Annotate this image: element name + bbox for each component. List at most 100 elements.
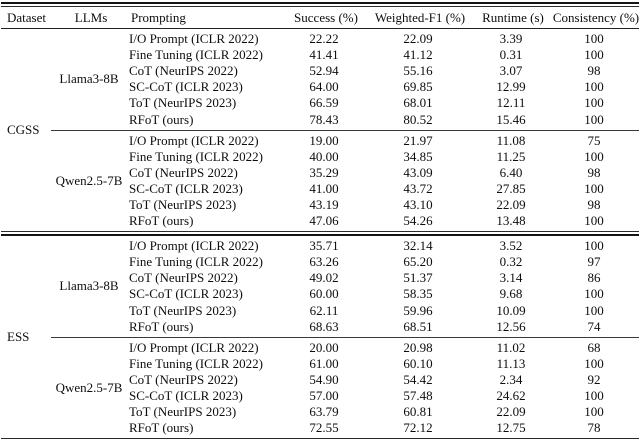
- table-row: ToT (NeurIPS 2023) 66.59 68.01 12.11 100: [127, 95, 639, 111]
- llm-block-cgss-llama3-8b: Llama3-8B I/O Prompt (ICLR 2022) 22.22 22.…: [51, 29, 639, 130]
- success-cell: 20.00: [309, 339, 339, 355]
- prompting-cell: ToT (NeurIPS 2023): [129, 196, 237, 212]
- table-row: I/O Prompt (ICLR 2022) 19.00 21.97 11.08 75: [127, 133, 639, 149]
- weighted-f1-cell: 32.14: [403, 238, 433, 254]
- runtime-cell: 27.85: [496, 180, 526, 196]
- success-cell: 43.19: [309, 196, 339, 212]
- success-cell: 52.94: [309, 63, 339, 79]
- runtime-cell: 11.13: [496, 355, 526, 371]
- weighted-f1-cell: 54.42: [403, 371, 433, 387]
- prompting-cell: SC-CoT (ICLR 2023): [129, 180, 243, 196]
- table-row: CoT (NeurIPS 2022) 35.29 43.09 6.40 98: [127, 165, 639, 181]
- llm-label: Qwen2.5-7B: [55, 379, 123, 395]
- llm-block-ess-qwen2-5-7b: Qwen2.5-7B I/O Prompt (ICLR 2022) 20.00 20…: [51, 336, 639, 439]
- weighted-f1-cell: 60.10: [403, 355, 433, 371]
- prompting-cell: CoT (NeurIPS 2022): [129, 371, 238, 387]
- prompting-cell: Fine Tuning (ICLR 2022): [129, 355, 263, 371]
- success-cell: 72.55: [309, 420, 339, 436]
- table-row: I/O Prompt (ICLR 2022) 35.71 32.14 3.52 100: [127, 238, 639, 254]
- dataset-section-cgss: CGSS Llama3-8B I/O Prompt (ICLR 2022) 22.…: [1, 29, 639, 231]
- table-row: RFoT (ours) 47.06 54.26 13.48 100: [127, 213, 639, 229]
- consistency-cell: 100: [584, 31, 604, 47]
- table-row: CoT (NeurIPS 2022) 52.94 55.16 3.07 98: [127, 63, 639, 79]
- success-cell: 40.00: [309, 148, 339, 164]
- table-row: I/O Prompt (ICLR 2022) 22.22 22.09 3.39 100: [127, 31, 639, 47]
- weighted-f1-cell: 59.96: [403, 302, 433, 318]
- llm-label: Qwen2.5-7B: [55, 172, 123, 188]
- consistency-cell: 68: [587, 339, 601, 355]
- rows-ess-qwen2-5-7b: I/O Prompt (ICLR 2022) 20.00 20.98 11.02 68 F…: [127, 340, 639, 437]
- llm-block-cgss-qwen2-5-7b: Qwen2.5-7B I/O Prompt (ICLR 2022) 19.00 21…: [51, 129, 639, 232]
- runtime-cell: 0.31: [499, 47, 523, 63]
- success-cell: 64.00: [309, 79, 339, 95]
- runtime-cell: 13.48: [496, 213, 526, 229]
- table-row: CoT (NeurIPS 2022) 49.02 51.37 3.14 86: [127, 270, 639, 286]
- prompting-cell: RFoT (ours): [129, 213, 194, 229]
- weighted-f1-cell: 60.81: [403, 404, 433, 420]
- table-row: I/O Prompt (ICLR 2022) 20.00 20.98 11.02 68: [127, 340, 639, 356]
- prompting-cell: ToT (NeurIPS 2023): [129, 302, 237, 318]
- column-header-runtime: Runtime (s): [482, 9, 544, 25]
- prompting-cell: Fine Tuning (ICLR 2022): [129, 148, 263, 164]
- consistency-cell: 100: [584, 388, 604, 404]
- success-cell: 78.43: [309, 111, 339, 127]
- consistency-cell: 78: [587, 420, 601, 436]
- runtime-cell: 12.11: [496, 95, 526, 111]
- weighted-f1-cell: 72.12: [403, 420, 433, 436]
- success-cell: 35.71: [309, 238, 339, 254]
- consistency-cell: 98: [587, 63, 601, 79]
- weighted-f1-cell: 43.09: [403, 164, 433, 180]
- success-cell: 57.00: [309, 388, 339, 404]
- prompting-cell: I/O Prompt (ICLR 2022): [129, 339, 259, 355]
- consistency-cell: 92: [587, 371, 601, 387]
- dataset-section-body: Llama3-8B I/O Prompt (ICLR 2022) 22.22 22.…: [51, 29, 639, 231]
- column-header-weighted-f1: Weighted-F1 (%): [374, 9, 466, 25]
- table-row: SC-CoT (ICLR 2023) 60.00 58.35 9.68 100: [127, 286, 639, 302]
- consistency-cell: 75: [587, 132, 601, 148]
- table-row: RFoT (ours) 78.43 80.52 15.46 100: [127, 111, 639, 127]
- success-cell: 63.26: [309, 254, 339, 270]
- consistency-cell: 100: [584, 47, 604, 63]
- consistency-cell: 100: [584, 180, 604, 196]
- table-header-row: Dataset LLMs Prompting Success (%) Weigh…: [1, 7, 639, 28]
- prompting-cell: RFoT (ours): [129, 420, 194, 436]
- runtime-cell: 11.02: [496, 339, 526, 355]
- runtime-cell: 3.14: [499, 270, 523, 286]
- weighted-f1-cell: 34.85: [403, 148, 433, 164]
- prompting-cell: SC-CoT (ICLR 2023): [129, 286, 243, 302]
- consistency-cell: 97: [587, 254, 601, 270]
- success-cell: 49.02: [309, 270, 339, 286]
- weighted-f1-cell: 57.48: [403, 388, 433, 404]
- runtime-cell: 3.52: [499, 238, 523, 254]
- weighted-f1-cell: 58.35: [403, 286, 433, 302]
- table-row: RFoT (ours) 68.63 68.51 12.56 74: [127, 319, 639, 335]
- runtime-cell: 12.75: [496, 420, 526, 436]
- consistency-cell: 100: [584, 148, 604, 164]
- prompting-cell: ToT (NeurIPS 2023): [129, 95, 237, 111]
- consistency-cell: 100: [584, 404, 604, 420]
- llm-label: Llama3-8B: [59, 71, 119, 87]
- consistency-cell: 100: [584, 111, 604, 127]
- table-row: Fine Tuning (ICLR 2022) 40.00 34.85 11.25 10…: [127, 149, 639, 165]
- weighted-f1-cell: 43.10: [403, 196, 433, 212]
- consistency-cell: 74: [587, 318, 601, 334]
- runtime-cell: 15.46: [496, 111, 526, 127]
- runtime-cell: 22.09: [496, 404, 526, 420]
- weighted-f1-cell: 51.37: [403, 270, 433, 286]
- runtime-cell: 6.40: [499, 164, 523, 180]
- prompting-cell: RFoT (ours): [129, 111, 194, 127]
- table-row: CoT (NeurIPS 2022) 54.90 54.42 2.34 92: [127, 372, 639, 388]
- prompting-cell: CoT (NeurIPS 2022): [129, 63, 238, 79]
- success-cell: 54.90: [309, 371, 339, 387]
- prompting-cell: SC-CoT (ICLR 2023): [129, 79, 243, 95]
- weighted-f1-cell: 22.09: [403, 31, 433, 47]
- success-cell: 62.11: [309, 302, 339, 318]
- section-divider-rule: [1, 231, 639, 237]
- column-header-prompting: Prompting: [131, 9, 186, 25]
- weighted-f1-cell: 54.26: [403, 213, 433, 229]
- table-top-rule: [1, 2, 639, 7]
- table-row: ToT (NeurIPS 2023) 63.79 60.81 22.09 100: [127, 404, 639, 420]
- success-cell: 66.59: [309, 95, 339, 111]
- prompting-cell: RFoT (ours): [129, 318, 194, 334]
